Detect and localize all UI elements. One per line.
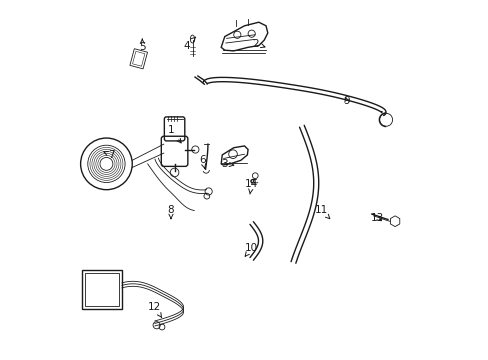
Text: 14: 14 — [244, 179, 258, 194]
Bar — [85, 273, 119, 306]
Bar — [82, 270, 122, 309]
Text: 9: 9 — [343, 96, 349, 106]
Text: 3: 3 — [221, 159, 233, 169]
Text: 2: 2 — [251, 39, 264, 49]
Text: 6: 6 — [199, 155, 205, 168]
Text: 13: 13 — [370, 213, 383, 222]
Text: 5: 5 — [139, 39, 145, 52]
Text: 4: 4 — [183, 37, 195, 50]
Text: 11: 11 — [314, 206, 329, 219]
Text: 8: 8 — [167, 206, 174, 219]
Text: 10: 10 — [244, 243, 258, 256]
Text: 1: 1 — [167, 125, 181, 143]
Text: 12: 12 — [148, 302, 162, 318]
Text: 7: 7 — [103, 150, 114, 160]
